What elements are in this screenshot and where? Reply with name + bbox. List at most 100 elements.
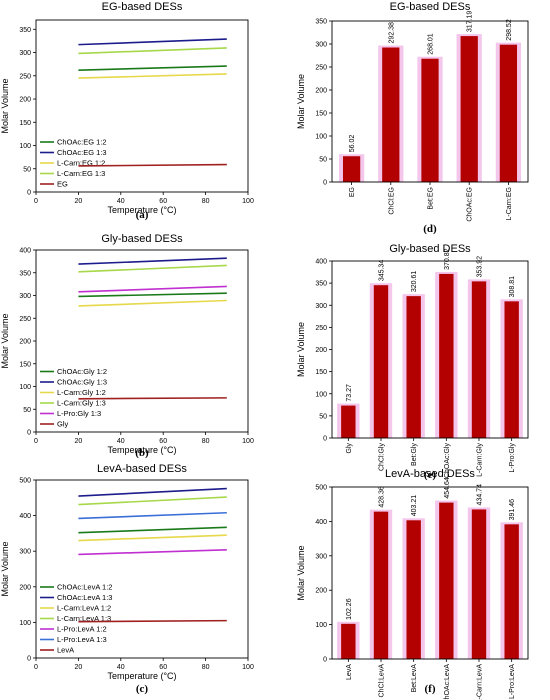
bar [471, 509, 487, 659]
x-tick-label: LevA [346, 664, 353, 680]
x-tick-label: L-Pro:Gly [509, 443, 516, 473]
y-tick-label: 400 [19, 248, 31, 255]
series-line-5 [78, 511, 227, 520]
panel-label: (c) [136, 683, 149, 695]
bar [504, 301, 519, 438]
legend-entry: ChOAc:Gly 1:2 [57, 367, 107, 376]
bar-value-label: 428.36 [379, 486, 386, 508]
legend-entry: ChOAc:LevA 1:3 [57, 593, 112, 602]
x-tick-label: 100 [242, 438, 254, 445]
y-tick-label: 200 [315, 88, 327, 95]
x-tick-label: L-Carn:EG [506, 187, 513, 220]
bar [439, 273, 454, 438]
series-line-3 [78, 496, 227, 506]
y-tick-label: 200 [315, 588, 327, 595]
plot-frame [35, 19, 249, 193]
panel-label: (d) [423, 223, 437, 235]
legend-entry: L-Carn:LevA 1:2 [57, 604, 111, 613]
bar-value-label: 56.02 [349, 135, 356, 153]
chart-panel-a: EG-based DESs(a)050100150200250300350Mol… [0, 1, 254, 221]
bar [504, 524, 519, 659]
plot-frame [35, 479, 249, 659]
chart-title: EG-based DESs [102, 1, 183, 13]
y-tick-label: 0 [323, 180, 327, 187]
bar-value-label: 102.26 [346, 598, 353, 620]
bar-value-label: 454.64 [444, 477, 451, 499]
legend-entry: EG [57, 180, 68, 189]
x-tick-label: 20 [75, 438, 83, 445]
y-tick-label: 50 [23, 166, 31, 173]
panel-label: (b) [135, 447, 149, 459]
plot-frame [331, 20, 529, 183]
bar-value-label: 292.38 [388, 22, 395, 44]
x-tick-label: ChCl:Gly [379, 443, 386, 472]
x-tick-label: 60 [159, 438, 167, 445]
x-tick-label: 40 [117, 438, 125, 445]
legend-entry: ChOAc:LevA 1:2 [57, 583, 112, 592]
legend-entry: L-Carn:LevA 1:3 [57, 614, 111, 623]
y-tick-label: 400 [315, 519, 327, 526]
chart-panel-b: Gly-based DESs(b)05010015020025030035040… [0, 233, 254, 459]
bar-value-label: 370.82 [444, 248, 451, 270]
x-tick-label: L-Pro:LevA [509, 664, 516, 699]
x-tick-label: 40 [117, 664, 125, 671]
y-tick-label: 300 [19, 50, 31, 57]
legend-entry: L-Carn:Gly 1:3 [57, 399, 106, 408]
x-tick-label: 40 [117, 198, 125, 205]
y-axis-label: Molar Volume [0, 313, 10, 368]
bar [406, 520, 421, 659]
y-axis-label: Molar Volume [0, 78, 10, 133]
y-tick-label: 350 [19, 27, 31, 34]
legend-entry: L-Carn:Gly 1:2 [57, 388, 106, 397]
x-tick-label: 80 [202, 664, 210, 671]
y-tick-label: 400 [315, 259, 327, 266]
x-tick-label: Bet:EG [428, 187, 435, 210]
y-tick-label: 0 [323, 657, 327, 664]
y-tick-label: 0 [27, 656, 31, 663]
y-tick-label: 200 [19, 339, 31, 346]
x-tick-label: 20 [75, 664, 83, 671]
y-tick-label: 200 [19, 97, 31, 104]
y-tick-label: 50 [23, 407, 31, 414]
series-line-5 [78, 397, 227, 400]
legend-entry: L-Carn:EG 1:3 [57, 169, 105, 178]
y-tick-label: 150 [315, 111, 327, 118]
legend-entry: Gly [57, 420, 69, 429]
legend-entry: L-Pro:LevA 1:3 [57, 635, 107, 644]
y-tick-label: 250 [315, 65, 327, 72]
y-tick-label: 150 [19, 120, 31, 127]
bar [421, 58, 439, 182]
series-line-2 [78, 73, 227, 79]
chart-panel-f: LevA-based DESs (f) 0 100 200 300 400 500 Molar … [296, 468, 529, 700]
bar [439, 502, 454, 659]
bar-value-label: 434.74 [477, 484, 484, 506]
bar-value-label: 391.46 [509, 499, 516, 521]
y-tick-label: 150 [19, 361, 31, 368]
x-tick-label: 20 [75, 198, 83, 205]
series-line-4 [78, 548, 227, 556]
y-tick-label: 300 [315, 303, 327, 310]
series-line-0 [78, 292, 227, 298]
x-tick-label: L-Carn:Gly [477, 443, 484, 477]
x-tick-label: 80 [202, 198, 210, 205]
series-line-4 [78, 163, 227, 167]
legend-entry: L-Carn:EG 1:2 [57, 159, 105, 168]
chart-panel-d: EG-based DESs (d) 0 50 100 150 200 250 300 350 Mol… [296, 1, 529, 235]
x-tick-label: ChOAc:EG [467, 187, 474, 222]
bar-value-label: 353.92 [477, 256, 484, 278]
x-tick-label: 60 [159, 664, 167, 671]
panel-label: (f) [425, 683, 436, 695]
chart-panel-c: LevA-based DESs(c)0100200300400500Molar … [0, 463, 254, 695]
y-tick-label: 500 [315, 485, 327, 492]
bar [373, 511, 389, 659]
series-line-0 [78, 65, 227, 72]
chart-title: LevA-based DESs [97, 463, 187, 475]
panel-label: (a) [136, 209, 149, 221]
legend-entry: L-Pro:LevA 1:2 [57, 625, 107, 634]
y-tick-label: 50 [319, 157, 327, 164]
x-tick-label: L-Carn:LevA [477, 664, 484, 700]
bar-value-label: 308.81 [509, 276, 516, 298]
y-tick-label: 300 [315, 553, 327, 560]
series-line-6 [78, 619, 227, 623]
plot-frame [331, 486, 529, 660]
